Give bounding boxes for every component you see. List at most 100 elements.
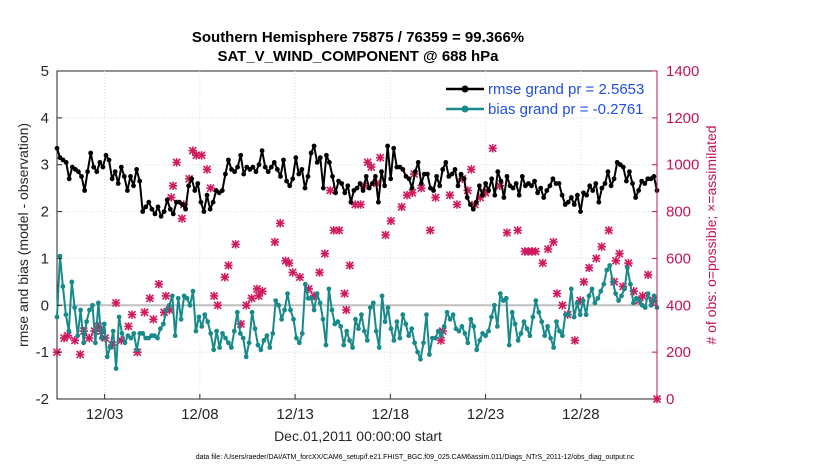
bias-point — [282, 307, 287, 313]
assimilated-marker — [197, 151, 206, 160]
rmse-series — [54, 143, 660, 219]
rmse-point — [140, 209, 146, 215]
bias-point — [403, 321, 409, 327]
bias-point — [172, 333, 178, 339]
bias-point — [199, 324, 205, 329]
rmse-point — [226, 157, 231, 163]
rmse-point — [131, 183, 136, 189]
bias-point — [530, 314, 536, 320]
assimilated-marker — [315, 268, 324, 277]
bias-point — [648, 302, 654, 308]
bias-point — [483, 333, 488, 339]
y2-tick-label: 400 — [666, 297, 691, 314]
assimilated-marker — [295, 272, 305, 282]
rmse-point — [314, 160, 320, 165]
bias-point — [347, 338, 352, 343]
bias-point — [270, 331, 276, 336]
rmse-point — [630, 181, 635, 186]
assimilated-marker — [386, 216, 396, 226]
rmse-point — [406, 176, 412, 182]
y-tick-label: 0 — [41, 297, 49, 314]
y-axis-label: rmse and bias (model - observation) — [15, 123, 31, 347]
bias-point — [545, 324, 550, 329]
bias-point — [474, 347, 480, 353]
rmse-point — [250, 164, 256, 170]
bias-point — [87, 307, 92, 313]
bias-point — [84, 319, 89, 325]
legend: rmse grand pr = 2.5653 bias grand pr = -… — [446, 81, 644, 118]
assimilated-marker — [597, 242, 606, 251]
rmse-point — [183, 206, 189, 212]
y-tick-label: 3 — [41, 157, 49, 174]
bias-point — [385, 305, 391, 310]
rmse-point — [100, 164, 106, 170]
bias-point — [338, 324, 344, 329]
bias-point — [444, 309, 450, 315]
bias-point — [119, 331, 125, 336]
bias-point — [438, 333, 444, 339]
bias-point — [131, 331, 137, 336]
rmse-point — [91, 164, 97, 170]
rmse-point — [544, 188, 550, 193]
rmse-point — [155, 204, 161, 210]
rmse-point — [79, 174, 84, 179]
rmse-point — [418, 181, 424, 186]
rmse-point — [409, 185, 415, 191]
bias-point — [178, 316, 184, 322]
bias-point — [527, 333, 533, 339]
rmse-point — [112, 169, 118, 175]
rmse-point — [128, 174, 133, 179]
bias-point — [586, 293, 592, 299]
rmse-point — [529, 183, 534, 189]
bias-point — [110, 328, 116, 334]
bias-point — [607, 263, 613, 268]
bias-point — [524, 326, 530, 332]
bias-point — [497, 291, 503, 296]
right-y-ticks: 0 200 400 600 800 1000 1200 1400 — [652, 63, 699, 408]
rmse-point — [146, 199, 152, 205]
bias-point — [580, 298, 586, 303]
rmse-point — [538, 185, 544, 191]
left-y-ticks: -2 -1 0 1 2 3 4 5 — [36, 63, 62, 408]
bias-point — [589, 286, 595, 292]
rmse-point — [170, 211, 176, 217]
bias-point — [367, 305, 373, 310]
rmse-point — [498, 178, 504, 184]
x-ticks: 12/03 12/08 12/13 12/18 12/23 12/28 — [86, 394, 600, 423]
bias-point — [598, 288, 604, 294]
legend-bias-label: bias grand pr = -0.2761 — [488, 101, 644, 118]
rmse-point — [489, 176, 495, 182]
bias-point — [391, 338, 397, 343]
bias-point — [551, 345, 556, 350]
bias-point — [486, 328, 491, 334]
bias-point — [427, 352, 432, 357]
assimilated-marker — [638, 291, 647, 301]
legend-rmse-label: rmse grand pr = 2.5653 — [488, 81, 644, 98]
rmse-point — [290, 176, 296, 182]
rmse-point — [219, 188, 225, 193]
bias-point — [66, 328, 72, 334]
bias-point — [489, 314, 494, 320]
rmse-point — [284, 178, 289, 184]
bias-point — [364, 338, 370, 343]
assimilated-marker — [381, 230, 390, 240]
assimilated-marker — [604, 226, 613, 235]
bias-point — [554, 319, 559, 325]
rmse-point — [373, 174, 378, 179]
rmse-point — [109, 176, 115, 182]
bias-point — [382, 319, 388, 325]
rmse-point — [167, 206, 173, 212]
rmse-point — [449, 171, 455, 177]
rmse-point — [492, 192, 498, 198]
legend-bias-marker — [461, 105, 469, 113]
rmse-point — [532, 178, 537, 184]
bias-point — [308, 295, 314, 301]
y-tick-label: 1 — [41, 250, 49, 267]
bias-point — [90, 302, 95, 308]
rmse-point — [382, 183, 387, 189]
bias-series — [54, 253, 660, 371]
bias-point — [69, 279, 75, 285]
rmse-point — [201, 209, 207, 215]
assimilated-marker — [177, 214, 187, 223]
bias-point — [161, 321, 166, 327]
